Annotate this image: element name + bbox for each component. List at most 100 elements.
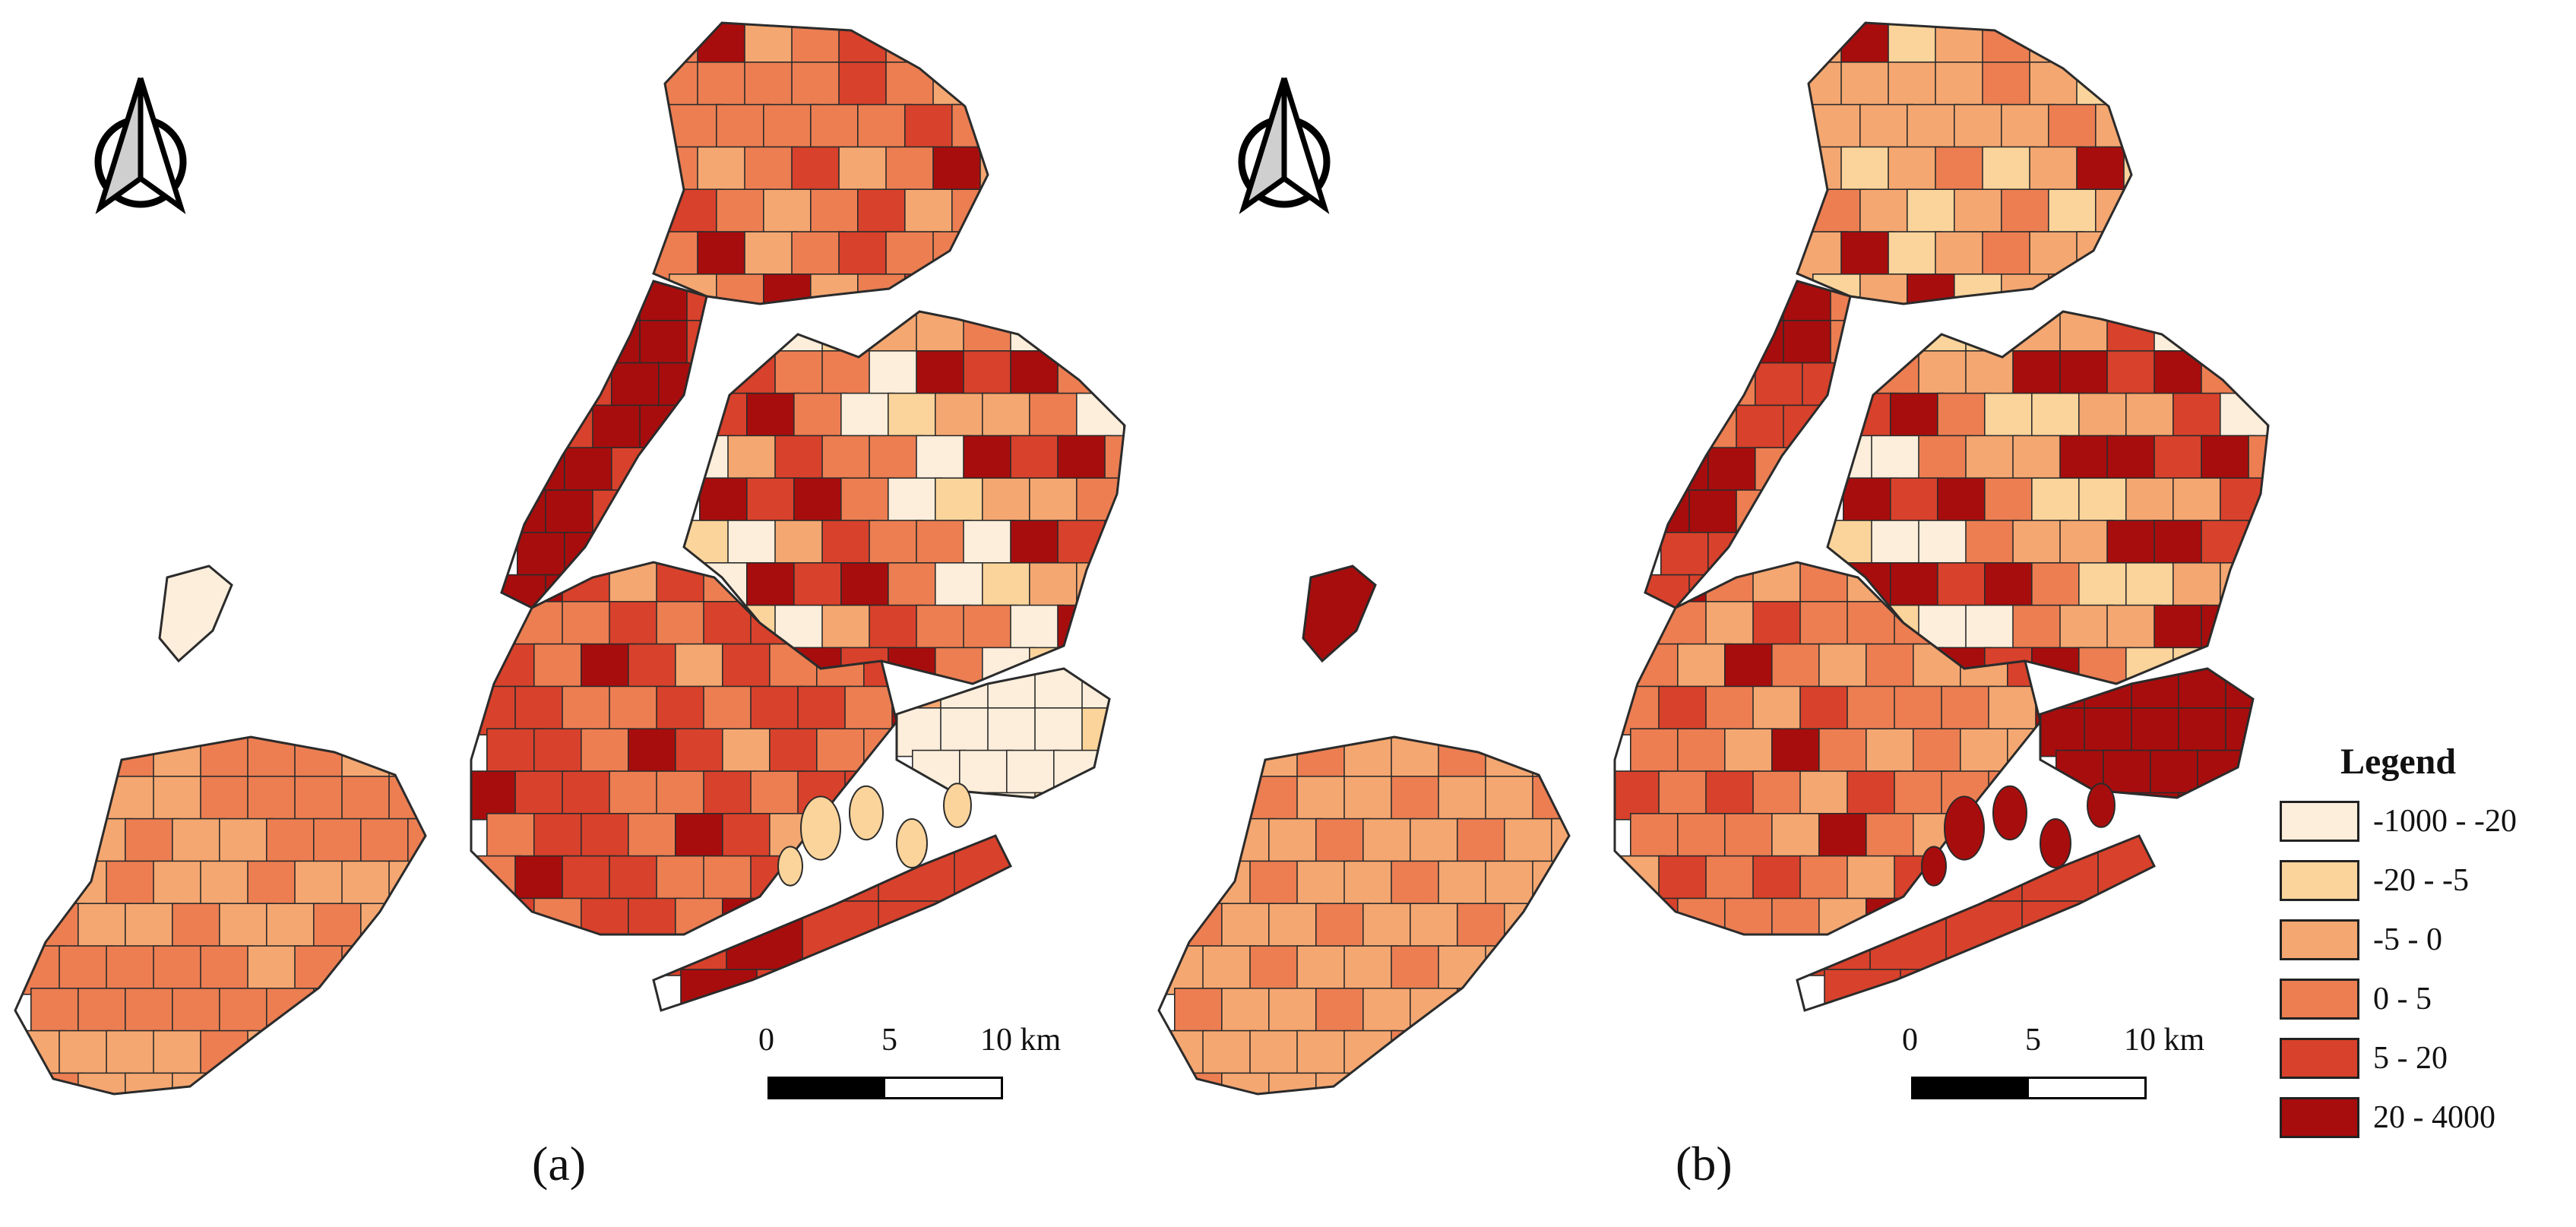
tract-polygon	[2220, 477, 2268, 527]
tract-polygon	[1362, 1072, 1417, 1094]
legend-title: Legend	[2340, 742, 2457, 782]
tract-polygon	[2225, 707, 2253, 757]
tract-polygon	[2012, 604, 2067, 655]
tract-polygon	[703, 770, 758, 821]
tract-polygon	[1797, 23, 1848, 69]
tract-polygon	[106, 1029, 160, 1080]
legend-swatch	[2280, 979, 2359, 1020]
tract-polygon	[2125, 392, 2180, 443]
tract-polygon	[1456, 817, 1511, 868]
tract-polygon	[153, 737, 207, 783]
tract-polygon	[1485, 1029, 1540, 1080]
tract-polygon	[1296, 860, 1351, 911]
tract-polygon	[684, 435, 735, 485]
tract-polygon	[1859, 103, 1914, 154]
tract-polygon	[1842, 392, 1897, 443]
tract-polygon	[1550, 988, 1569, 1038]
tract-polygon	[562, 685, 616, 736]
tract-polygon	[1173, 988, 1229, 1038]
tract-polygon	[15, 860, 66, 911]
islet-polygon	[777, 846, 803, 887]
tract-polygon	[2095, 273, 2131, 304]
tract-polygon	[1982, 23, 2036, 69]
tract-polygon	[932, 23, 987, 69]
tract-polygon	[1783, 319, 1837, 370]
tract-polygon	[2040, 707, 2091, 757]
tract-polygon	[78, 903, 132, 953]
tract-polygon	[821, 520, 876, 570]
tract-polygon	[1894, 685, 1948, 736]
tract-polygon	[721, 813, 777, 863]
borough-outline	[1796, 834, 2157, 1012]
tract-polygon	[609, 770, 663, 821]
borough-outline	[1157, 735, 1571, 1096]
tract-polygon	[2106, 435, 2161, 485]
tract-polygon	[200, 775, 255, 826]
tract-polygon	[1937, 392, 1992, 443]
tract-polygon	[627, 813, 682, 863]
tract-polygon	[1865, 728, 1920, 778]
borough-jfk	[897, 669, 1109, 798]
tract-polygon	[698, 477, 754, 527]
tract-polygon	[668, 103, 723, 154]
tract-polygon	[1076, 392, 1125, 443]
tract-polygon	[935, 561, 989, 612]
tract-polygon	[1268, 988, 1323, 1038]
tract-polygon	[15, 737, 66, 783]
tract-polygon	[533, 728, 588, 778]
tract-polygon	[774, 311, 829, 358]
choropleth-map-b	[1157, 21, 2270, 1096]
tract-polygon	[999, 274, 1052, 323]
tract-polygon	[774, 435, 829, 485]
tract-polygon	[1660, 362, 1715, 413]
tract-polygon	[312, 1072, 368, 1094]
tract-polygon	[1797, 231, 1848, 281]
tract-polygon	[2143, 189, 2196, 238]
islet-polygon	[896, 818, 928, 868]
tract-polygon	[979, 146, 988, 196]
tract-polygon	[59, 775, 113, 826]
tract-polygon	[1799, 600, 1854, 651]
tract-polygon	[721, 643, 777, 694]
tract-polygon	[774, 349, 829, 400]
tract-polygon	[744, 146, 799, 196]
tract-polygon	[2267, 392, 2268, 443]
tract-polygon	[486, 813, 541, 863]
tract-polygon	[1438, 1029, 1492, 1080]
tract-polygon	[821, 435, 876, 485]
tract-polygon	[1532, 737, 1569, 783]
tract-polygon	[1456, 1072, 1511, 1094]
tract-polygon	[750, 685, 805, 736]
tract-polygon	[987, 707, 1042, 757]
tract-polygon	[502, 281, 552, 327]
tract-polygon	[1982, 146, 2036, 196]
tract-polygon	[563, 362, 619, 413]
tract-polygon	[727, 311, 782, 358]
tract-polygon	[545, 281, 600, 327]
tract-polygon	[1409, 817, 1464, 868]
tract-polygon	[2106, 349, 2161, 400]
tract-polygon	[703, 685, 758, 736]
tract-polygon	[106, 775, 160, 826]
borough-statenIsl	[15, 737, 426, 1094]
tract-polygon	[1438, 945, 1492, 995]
tract-polygon	[59, 860, 113, 911]
tract-polygon	[885, 62, 940, 112]
tract-polygon	[265, 903, 321, 953]
tract-polygon	[744, 231, 799, 281]
tract-polygon	[2248, 435, 2268, 485]
tract-polygon	[869, 435, 923, 485]
tract-polygon	[1688, 319, 1743, 370]
tract-polygon	[674, 643, 729, 694]
tract-polygon	[2097, 900, 2154, 976]
tract-polygon	[2201, 349, 2255, 400]
tract-polygon	[2021, 900, 2105, 976]
legend-label: 5 - 20	[2373, 1041, 2448, 1076]
tract-polygon	[857, 273, 912, 304]
tract-polygon	[1705, 562, 1760, 609]
tract-polygon	[359, 1072, 415, 1094]
tract-polygon	[2173, 392, 2227, 443]
tract-polygon	[2001, 103, 2055, 154]
legend-item: 20 - 4000	[2280, 1094, 2495, 1141]
tract-polygon	[247, 775, 302, 826]
